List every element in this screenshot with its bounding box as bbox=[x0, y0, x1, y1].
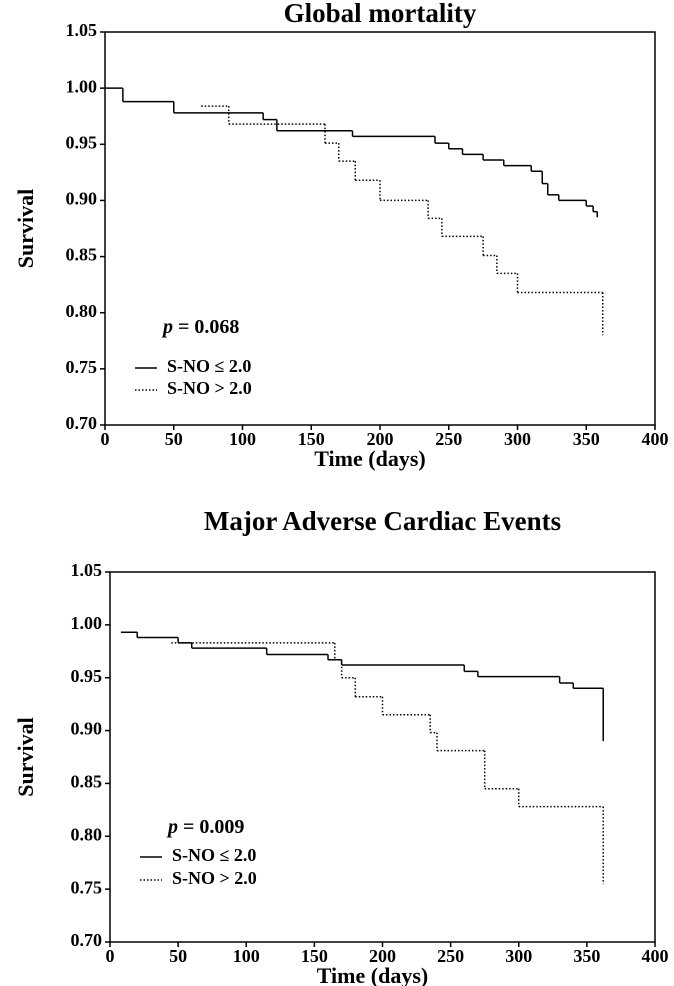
y-tick-label: 0.70 bbox=[71, 930, 103, 950]
y-tick-label: 0.75 bbox=[66, 357, 98, 377]
p-symbol: p bbox=[166, 816, 178, 838]
y-tick-label: 0.70 bbox=[66, 413, 98, 433]
legend-label: S-NO > 2.0 bbox=[172, 868, 257, 888]
y-tick-label: 1.00 bbox=[66, 76, 98, 96]
y-tick-label: 0.90 bbox=[71, 719, 103, 739]
x-tick-label: 300 bbox=[505, 946, 532, 966]
y-tick-label: 0.95 bbox=[66, 132, 98, 152]
y-axis-label: Survival bbox=[13, 189, 38, 268]
y-tick-label: 0.90 bbox=[66, 189, 98, 209]
y-axis-label: Survival bbox=[13, 717, 38, 796]
legend-label: S-NO ≤ 2.0 bbox=[172, 845, 256, 865]
x-axis-label: Time (days) bbox=[314, 446, 425, 471]
chart-title: Major Adverse Cardiac Events bbox=[204, 506, 561, 536]
x-tick-label: 100 bbox=[233, 946, 260, 966]
y-tick-label: 0.85 bbox=[71, 772, 103, 792]
p-symbol: p bbox=[161, 316, 173, 338]
chart-title: Global mortality bbox=[284, 0, 477, 28]
y-tick-label: 1.05 bbox=[66, 20, 98, 40]
legend-label: S-NO ≤ 2.0 bbox=[167, 356, 251, 376]
y-tick-label: 0.75 bbox=[71, 877, 103, 897]
x-tick-label: 0 bbox=[106, 946, 115, 966]
y-tick-label: 0.95 bbox=[71, 666, 103, 686]
x-tick-label: 400 bbox=[642, 429, 669, 449]
x-tick-label: 50 bbox=[165, 429, 183, 449]
x-tick-label: 150 bbox=[301, 946, 328, 966]
p-value-text: = 0.009 bbox=[183, 816, 244, 838]
y-tick-label: 0.85 bbox=[66, 245, 98, 265]
x-tick-label: 300 bbox=[504, 429, 531, 449]
x-axis-label: Time (days) bbox=[317, 963, 428, 986]
x-tick-label: 50 bbox=[169, 946, 187, 966]
x-tick-label: 100 bbox=[229, 429, 256, 449]
x-tick-label: 200 bbox=[369, 946, 396, 966]
x-tick-label: 200 bbox=[367, 429, 394, 449]
p-value-text: = 0.068 bbox=[178, 316, 239, 338]
x-tick-label: 0 bbox=[101, 429, 110, 449]
y-tick-label: 1.00 bbox=[71, 613, 103, 633]
x-tick-label: 350 bbox=[573, 946, 600, 966]
legend-label: S-NO > 2.0 bbox=[167, 378, 252, 398]
y-tick-label: 0.80 bbox=[66, 301, 98, 321]
y-tick-label: 1.05 bbox=[71, 560, 103, 580]
x-tick-label: 400 bbox=[642, 946, 669, 966]
x-tick-label: 250 bbox=[435, 429, 462, 449]
x-tick-label: 250 bbox=[437, 946, 464, 966]
y-tick-label: 0.80 bbox=[71, 824, 103, 844]
p-value: p = 0.068 bbox=[161, 316, 239, 338]
x-tick-label: 350 bbox=[573, 429, 600, 449]
p-value: p = 0.009 bbox=[166, 816, 244, 838]
x-tick-label: 150 bbox=[298, 429, 325, 449]
